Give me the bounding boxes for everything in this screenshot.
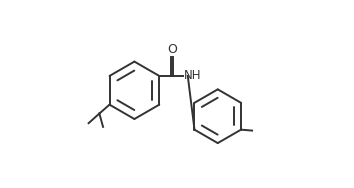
Text: NH: NH (184, 69, 201, 83)
Text: O: O (167, 43, 177, 56)
